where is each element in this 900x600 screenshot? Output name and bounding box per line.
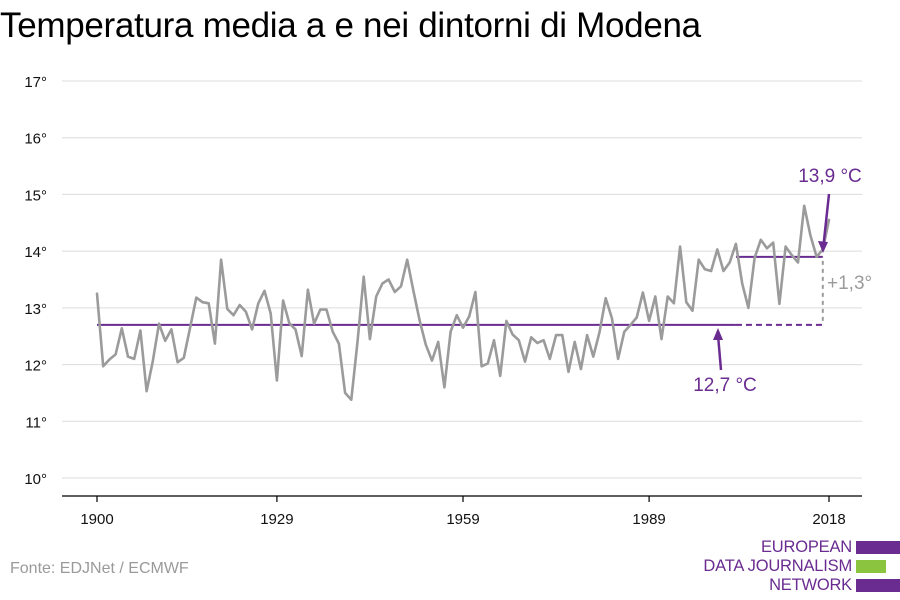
recent-average-arrowhead	[818, 241, 828, 253]
series-layer	[95, 204, 831, 401]
temperature-series-line	[95, 204, 831, 401]
x-tick-label: 1929	[260, 511, 293, 528]
difference-label: +1,3°	[827, 273, 872, 294]
y-tick-label: 10°	[24, 471, 47, 488]
logo-bar-purple	[856, 541, 900, 554]
x-tick-label: 1900	[80, 511, 113, 528]
source-note: Fonte: EDJNet / ECMWF	[10, 560, 189, 577]
y-tick-label: 12°	[24, 358, 47, 375]
y-tick-label: 14°	[24, 244, 47, 261]
annotations: 13,9 °C 12,7 °C +1,3°	[693, 166, 872, 396]
logo-line-1: EUROPEAN	[760, 538, 852, 556]
base-average-arrow	[716, 334, 723, 371]
x-tick-label: 1989	[632, 511, 665, 528]
logo-bar-green	[856, 560, 886, 573]
y-tick-label: 15°	[24, 187, 47, 204]
y-tick-label: 13°	[24, 301, 47, 318]
y-tick-label: 16°	[24, 131, 47, 148]
logo-line-3: NETWORK	[769, 576, 852, 594]
y-tick-label: 17°	[24, 74, 47, 91]
x-tick-label: 1959	[446, 511, 479, 528]
y-axis-ticks: 10° 11° 12° 13° 14° 15° 16° 17°	[24, 74, 47, 488]
logo-line-2: DATA JOURNALISM	[703, 557, 852, 575]
edjnet-logo: EUROPEAN DATA JOURNALISM NETWORK	[660, 538, 900, 598]
y-tick-label: 11°	[25, 414, 47, 431]
reference-lines	[97, 255, 824, 326]
logo-bar-purple-2	[856, 579, 900, 592]
chart-title: Temperatura media a e nei dintorni di Mo…	[0, 6, 701, 45]
base-average-arrowhead	[713, 328, 723, 340]
x-tick-label: 2018	[812, 511, 845, 528]
x-axis: 1900 1929 1959 1989 2018	[62, 495, 862, 528]
base-average-label: 12,7 °C	[693, 375, 757, 396]
recent-average-arrow	[822, 193, 831, 246]
recent-average-label: 13,9 °C	[798, 166, 862, 187]
